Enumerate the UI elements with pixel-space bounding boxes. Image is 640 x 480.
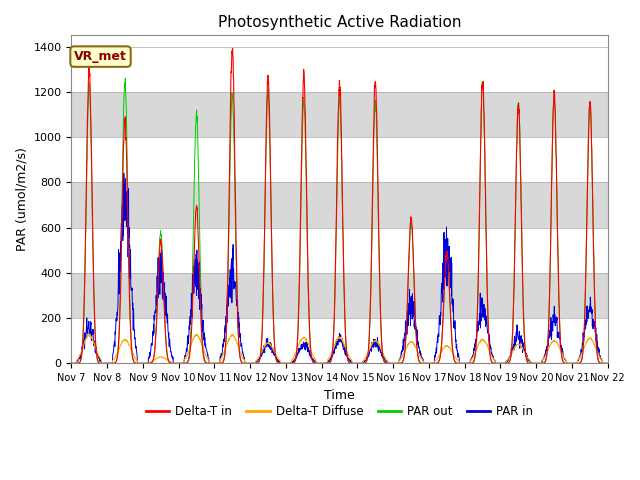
PAR in bbox=[68, 360, 76, 366]
PAR out bbox=[367, 344, 374, 349]
PAR in bbox=[495, 360, 503, 366]
PAR in bbox=[572, 360, 579, 366]
Line: PAR in: PAR in bbox=[72, 48, 608, 363]
Delta-T Diffuse bbox=[218, 351, 225, 357]
Y-axis label: PAR (umol/m2/s): PAR (umol/m2/s) bbox=[15, 147, 28, 252]
Line: PAR out: PAR out bbox=[72, 334, 608, 363]
PAR out bbox=[572, 360, 579, 366]
PAR out bbox=[218, 356, 225, 361]
Delta-T Diffuse bbox=[68, 360, 76, 366]
Delta-T in bbox=[68, 360, 76, 366]
Delta-T Diffuse bbox=[557, 345, 564, 350]
Line: Delta-T Diffuse: Delta-T Diffuse bbox=[72, 173, 608, 363]
Delta-T in bbox=[557, 339, 564, 345]
PAR in bbox=[604, 360, 612, 366]
Delta-T in bbox=[218, 360, 225, 366]
Delta-T in bbox=[122, 75, 129, 81]
Delta-T in bbox=[355, 360, 363, 366]
X-axis label: Time: Time bbox=[324, 389, 355, 402]
PAR out bbox=[68, 360, 76, 366]
Delta-T Diffuse bbox=[495, 360, 503, 366]
Bar bbox=[72, 318, 608, 363]
PAR out bbox=[604, 360, 612, 366]
PAR in bbox=[228, 46, 236, 51]
Delta-T Diffuse bbox=[120, 170, 127, 176]
Bar bbox=[72, 228, 608, 273]
Legend: Delta-T in, Delta-T Diffuse, PAR out, PAR in: Delta-T in, Delta-T Diffuse, PAR out, PA… bbox=[141, 401, 538, 423]
PAR in bbox=[557, 340, 564, 346]
Delta-T in bbox=[604, 360, 612, 366]
Bar bbox=[72, 182, 608, 228]
Bar bbox=[72, 47, 608, 92]
PAR out bbox=[355, 360, 363, 366]
PAR out bbox=[86, 331, 93, 337]
Title: Photosynthetic Active Radiation: Photosynthetic Active Radiation bbox=[218, 15, 461, 30]
Line: Delta-T in: Delta-T in bbox=[72, 78, 608, 363]
Delta-T Diffuse bbox=[604, 360, 612, 366]
Delta-T in bbox=[367, 292, 374, 298]
Text: VR_met: VR_met bbox=[74, 50, 127, 63]
Delta-T Diffuse bbox=[367, 345, 374, 351]
PAR out bbox=[495, 360, 503, 366]
Delta-T Diffuse bbox=[572, 360, 579, 366]
Bar bbox=[72, 273, 608, 318]
Delta-T Diffuse bbox=[355, 360, 363, 366]
Delta-T in bbox=[572, 360, 579, 366]
Bar bbox=[72, 137, 608, 182]
PAR in bbox=[367, 288, 374, 294]
Bar bbox=[72, 92, 608, 137]
Delta-T in bbox=[495, 360, 503, 366]
PAR in bbox=[217, 360, 225, 366]
PAR out bbox=[557, 348, 564, 353]
PAR in bbox=[355, 360, 363, 366]
